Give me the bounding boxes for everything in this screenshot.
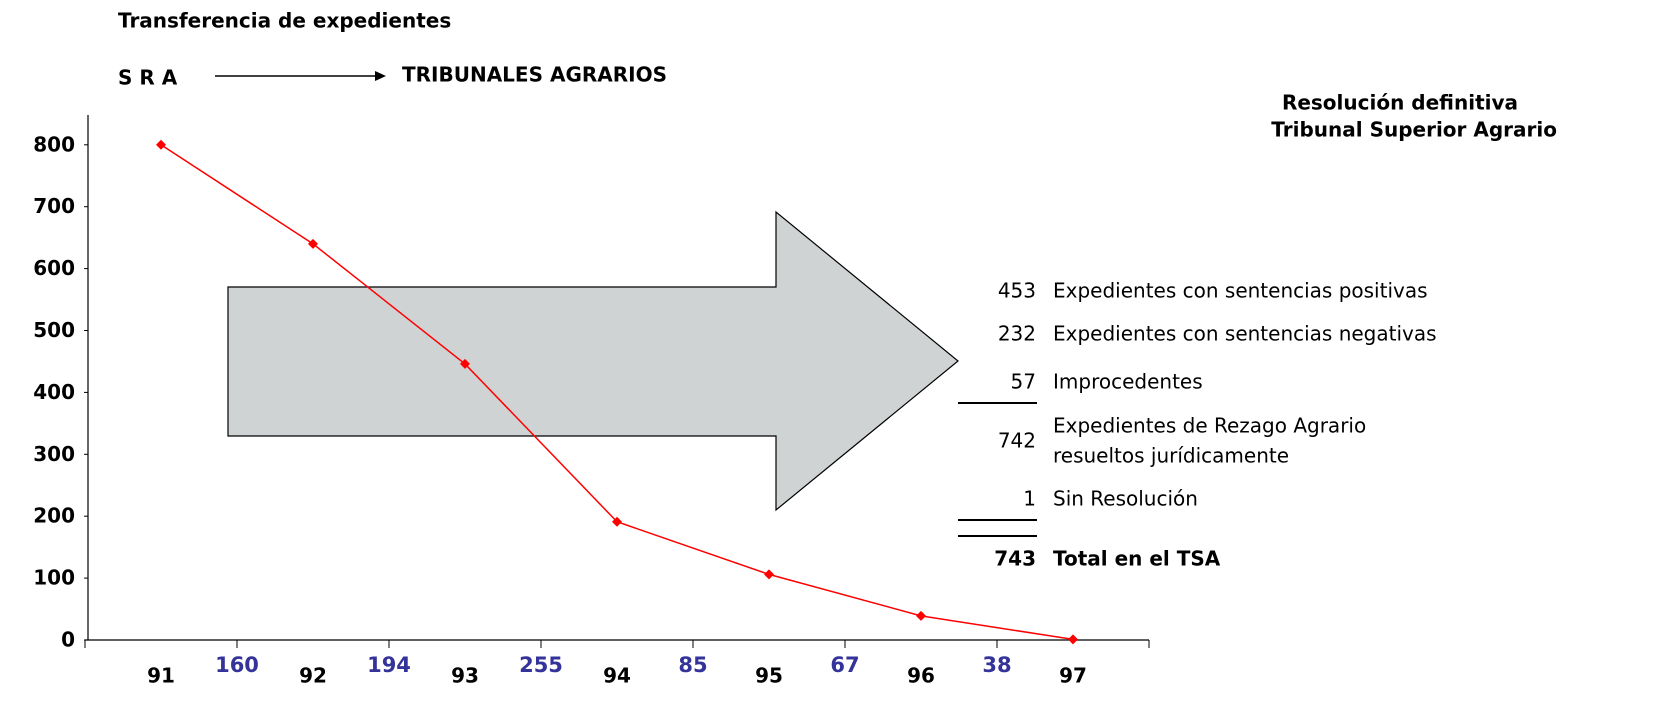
point (764, 569, 774, 580)
big-arrow (227, 210, 959, 512)
total-label: Total en el TSA (1053, 547, 1221, 571)
y-tick-label: 100 (33, 566, 75, 590)
summary-label: Improcedentes (1053, 370, 1203, 394)
transfer-label: 194 (367, 653, 411, 677)
summary-value: 1 (1023, 487, 1036, 511)
side-title: Tribunal Superior Agrario (1271, 118, 1557, 142)
x-tick-label: 95 (755, 664, 783, 688)
y-tick-label: 400 (33, 380, 75, 404)
transfer-label: 160 (215, 653, 259, 677)
x-tick-label: 97 (1059, 664, 1087, 688)
point (308, 238, 318, 249)
point (460, 358, 470, 369)
flow-arrow-head (375, 71, 386, 81)
x-tick-label: 92 (299, 664, 327, 688)
y-tick-label: 300 (33, 442, 75, 466)
chart-title: Transferencia de expedientes (118, 9, 451, 33)
point (1068, 634, 1078, 645)
summary-label: Sin Resolución (1053, 487, 1198, 511)
y-tick-label: 800 (33, 132, 75, 156)
summary-label: resueltos jurídicamente (1053, 444, 1289, 468)
transfer-label: 85 (678, 653, 707, 677)
summary-value: 57 (1011, 370, 1036, 394)
point (156, 139, 166, 150)
to-label: TRIBUNALES AGRARIOS (402, 63, 667, 87)
y-tick-label: 0 (61, 628, 75, 652)
summary-value: 232 (998, 322, 1036, 346)
point (916, 610, 926, 621)
y-tick-label: 600 (33, 256, 75, 280)
point (612, 516, 622, 527)
transfer-label: 38 (982, 653, 1011, 677)
x-tick-label: 96 (907, 664, 935, 688)
from-label: S R A (118, 66, 178, 90)
y-tick-label: 200 (33, 504, 75, 528)
y-tick-label: 500 (33, 318, 75, 342)
summary-value: 453 (998, 279, 1036, 303)
transfer-label: 255 (519, 653, 563, 677)
side-title: Resolución definitiva (1282, 91, 1518, 115)
summary-label: Expedientes con sentencias negativas (1053, 322, 1437, 346)
summary-label: Expedientes con sentencias positivas (1053, 279, 1428, 303)
transfer-label: 67 (830, 653, 859, 677)
x-tick-label: 93 (451, 664, 479, 688)
total-value: 743 (994, 547, 1036, 571)
x-tick-label: 91 (147, 664, 175, 688)
x-tick-label: 94 (603, 664, 631, 688)
y-tick-label: 700 (33, 194, 75, 218)
summary-label: Expedientes de Rezago Agrario (1053, 414, 1366, 438)
summary-value: 742 (998, 429, 1036, 453)
